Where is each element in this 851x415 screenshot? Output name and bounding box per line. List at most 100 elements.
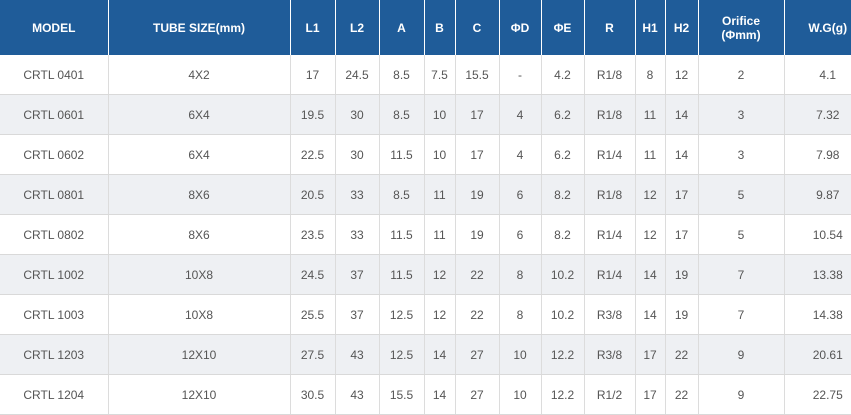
table-cell: CRTL 1002 [0, 254, 109, 295]
column-header-label: A [397, 20, 406, 35]
table-cell: 10X8 [108, 294, 291, 335]
table-cell: CRTL 1204 [0, 374, 109, 415]
table-cell: 14 [665, 94, 699, 135]
table-cell: 30.5 [290, 374, 336, 415]
table-cell: 20.61 [784, 334, 851, 375]
table-cell: R1/4 [584, 214, 636, 255]
column-header: W.G(g) [784, 0, 851, 55]
table-cell: 14.38 [784, 294, 851, 335]
table-cell: 6.2 [541, 134, 585, 175]
table-cell: 12.2 [541, 374, 585, 415]
table-cell: 23.5 [290, 214, 336, 255]
table-row: CRTL 1203 12X10 27.5 43 12.5 14 27 10 12.2 R3/8 17… [0, 334, 851, 375]
table-cell: 24.5 [290, 254, 336, 295]
table-cell: 17 [455, 94, 500, 135]
table-cell: 8X6 [108, 174, 291, 215]
table-cell: 9 [698, 374, 785, 415]
table-body: CRTL 0401 4X2 17 24.5 8.5 7.5 15.5-4.2 R1/8 8 12 2… [0, 55, 851, 415]
column-header: ΦE [541, 0, 585, 55]
column-header: H2 [665, 0, 699, 55]
table-cell: 7.32 [784, 94, 851, 135]
table-cell: CRTL 0401 [0, 55, 109, 95]
table-cell: 27 [455, 374, 500, 415]
column-header: L2 [335, 0, 380, 55]
column-header: Orifice (Φmm) [698, 0, 785, 55]
table-cell: 27 [455, 334, 500, 375]
table-cell: 10 [499, 334, 542, 375]
table-cell: 12.5 [379, 294, 425, 335]
table-cell: 17 [290, 55, 336, 95]
table-cell: - [499, 55, 542, 95]
table-cell: 37 [335, 254, 380, 295]
table-cell: 8 [635, 55, 666, 95]
table-cell: 12.5 [379, 334, 425, 375]
table-cell: R1/4 [584, 254, 636, 295]
table-cell: 7 [698, 294, 785, 335]
table-cell: 11 [635, 134, 666, 175]
column-header-label: MODEL [32, 20, 76, 35]
table-cell: 4 [499, 134, 542, 175]
table-cell: 11 [424, 214, 456, 255]
table-cell: 15.5 [455, 55, 500, 95]
table-cell: R3/8 [584, 294, 636, 335]
table-cell: 19 [455, 214, 500, 255]
column-header-label: H2 [673, 20, 690, 35]
table-cell: 30 [335, 94, 380, 135]
table-cell: CRTL 1203 [0, 334, 109, 375]
table-cell: 12 [424, 254, 456, 295]
table-cell: 8.5 [379, 174, 425, 215]
column-header-label: ΦD [510, 20, 530, 35]
table-cell: 5 [698, 174, 785, 215]
table-cell: 8.2 [541, 214, 585, 255]
table-cell: 12X10 [108, 334, 291, 375]
table-cell: 2 [698, 55, 785, 95]
table-cell: 14 [424, 374, 456, 415]
table-cell: 10X8 [108, 254, 291, 295]
table-cell: 25.5 [290, 294, 336, 335]
table-cell: 12 [424, 294, 456, 335]
table-cell: 43 [335, 334, 380, 375]
table-cell: 22 [455, 254, 500, 295]
table-cell: 6.2 [541, 94, 585, 135]
table-cell: 17 [665, 174, 699, 215]
column-header-label: W.G(g) [808, 20, 848, 35]
table-row: CRTL 0601 6X4 19.5 30 8.5 10 17 4 6.2 R1/8 11 14 3 7.… [0, 94, 851, 135]
table-cell: 19 [665, 294, 699, 335]
table-cell: 22 [665, 374, 699, 415]
table-cell: 8.5 [379, 55, 425, 95]
table-cell: 17 [635, 334, 666, 375]
table-header: MODEL TUBE SIZE(mm) L1 L2 A B C ΦD ΦE R H1 H2 Orific… [0, 0, 851, 55]
table-cell: 10 [424, 134, 456, 175]
table-cell: 10 [499, 374, 542, 415]
table-cell: 12 [665, 55, 699, 95]
table-cell: 8.5 [379, 94, 425, 135]
table-cell: R1/2 [584, 374, 636, 415]
table-cell: 27.5 [290, 334, 336, 375]
table-cell: 8X6 [108, 214, 291, 255]
table-cell: CRTL 0802 [0, 214, 109, 255]
table-row: CRTL 0801 8X6 20.5 33 8.5 11 19 6 8.2 R1/8 12 17 5 9.… [0, 174, 851, 215]
table-row: CRTL 1003 10X8 25.5 37 12.5 12 22 8 10.2 R3/8 14 19… [0, 294, 851, 335]
table-cell: 15.5 [379, 374, 425, 415]
column-header: H1 [635, 0, 666, 55]
column-header: TUBE SIZE(mm) [108, 0, 291, 55]
column-header-label: ΦE [553, 20, 572, 35]
table-cell: 11.5 [379, 134, 425, 175]
table-cell: R1/8 [584, 174, 636, 215]
table-cell: 7.5 [424, 55, 456, 95]
table-row: CRTL 1002 10X8 24.5 37 11.5 12 22 8 10.2 R1/4 14 19… [0, 254, 851, 295]
column-header-label: Orifice [721, 13, 760, 28]
table-cell: 22 [455, 294, 500, 335]
table-cell: R1/8 [584, 55, 636, 95]
table-cell: 17 [665, 214, 699, 255]
table-cell: 37 [335, 294, 380, 335]
table-cell: 14 [424, 334, 456, 375]
table-row: CRTL 0401 4X2 17 24.5 8.5 7.5 15.5-4.2 R1/8 8 12 2… [0, 55, 851, 95]
table-row: CRTL 0802 8X6 23.5 33 11.5 11 19 6 8.2 R1/4 12 17 5 1… [0, 214, 851, 255]
column-header-label: C [472, 20, 482, 35]
column-header: R [584, 0, 636, 55]
column-header-label: L2 [349, 20, 364, 35]
table-cell: 10.2 [541, 254, 585, 295]
table-cell: CRTL 1003 [0, 294, 109, 335]
